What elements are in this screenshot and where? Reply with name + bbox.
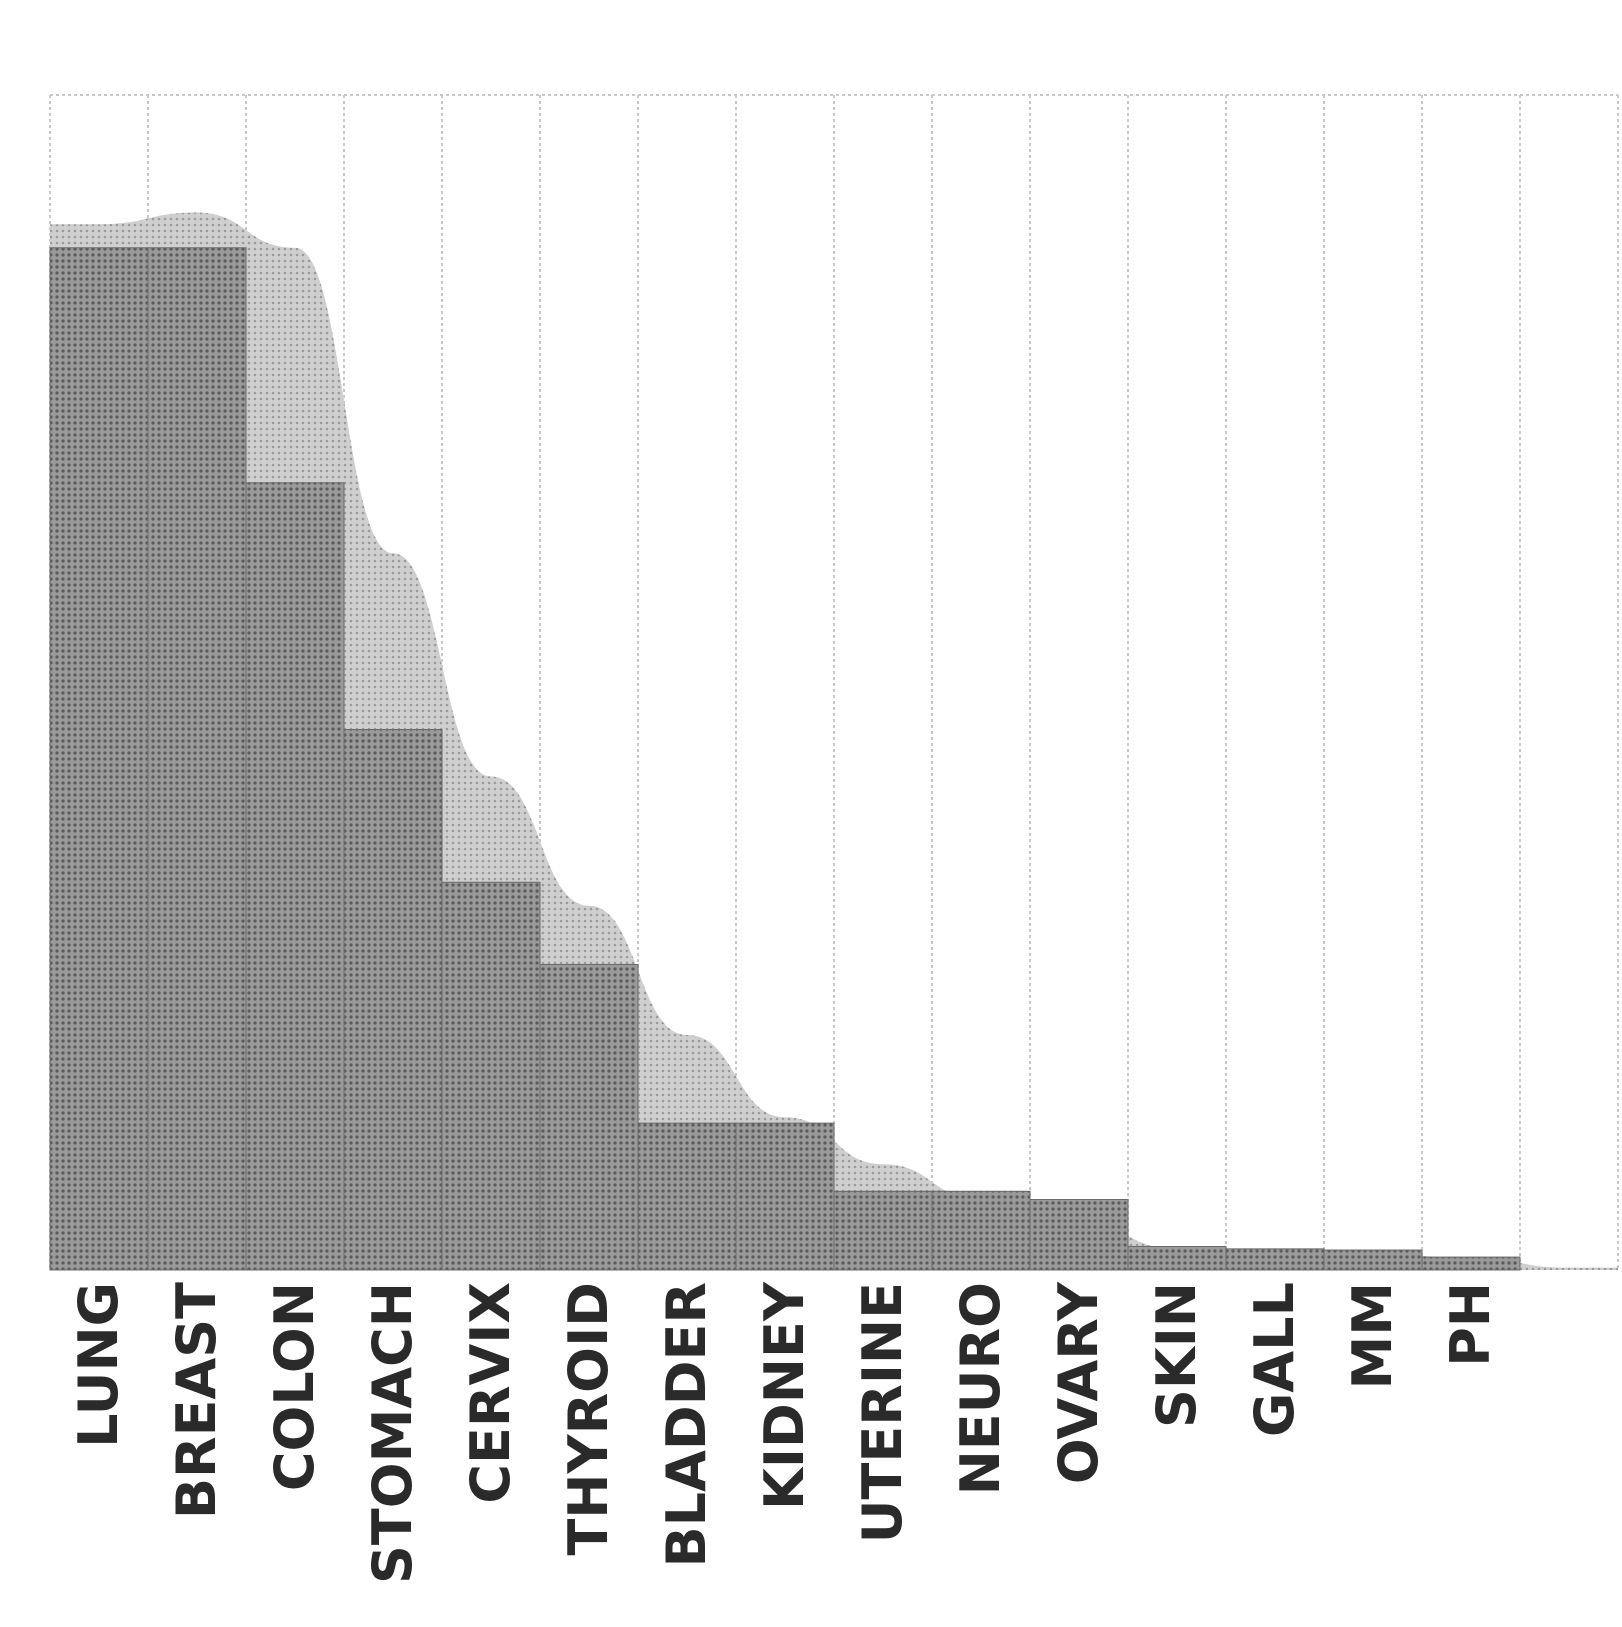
tick-label-breast: BREAST <box>165 1282 228 1519</box>
bar-stomach <box>343 729 443 1271</box>
tick-label-ph: PH <box>1439 1282 1502 1367</box>
bar-skin <box>1127 1246 1227 1271</box>
bar-breast <box>147 247 247 1271</box>
bar-kidney <box>735 1122 835 1271</box>
bar-colon <box>245 482 345 1271</box>
bar-ph <box>1421 1256 1521 1271</box>
bar-bladder <box>637 1122 737 1271</box>
bar-neuro <box>931 1190 1031 1271</box>
tick-label-lung: LUNG <box>67 1282 130 1448</box>
tick-label-cervix: CERVIX <box>459 1282 522 1504</box>
tick-label-neuro: NEURO <box>949 1282 1012 1495</box>
bar-lung <box>49 247 149 1271</box>
tick-label-uterine: UTERINE <box>851 1282 914 1543</box>
bar-ovary <box>1029 1199 1129 1271</box>
tick-label-gall: GALL <box>1243 1282 1306 1437</box>
tick-label-skin: SKIN <box>1145 1282 1208 1428</box>
bar-cervix <box>441 881 541 1271</box>
tick-label-thyroid: THYROID <box>557 1282 620 1556</box>
tick-label-mm: MM <box>1341 1282 1404 1389</box>
bar-mm <box>1323 1249 1423 1271</box>
tick-label-kidney: KIDNEY <box>753 1281 816 1510</box>
tick-label-colon: COLON <box>263 1282 326 1491</box>
tick-label-bladder: BLADDER <box>655 1282 718 1567</box>
bar-uterine <box>833 1190 933 1271</box>
tick-label-ovary: OVARY <box>1047 1281 1110 1484</box>
tick-label-stomach: STOMACH <box>361 1282 424 1584</box>
bar-thyroid <box>539 964 639 1271</box>
bar-gall <box>1225 1248 1325 1271</box>
